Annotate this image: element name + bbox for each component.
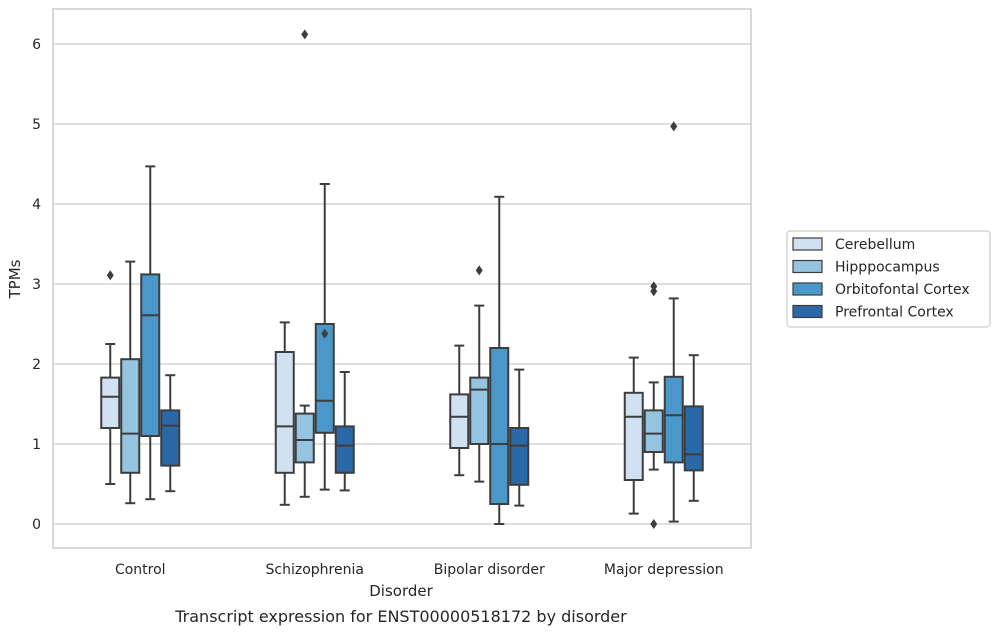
outlier-point [650, 519, 658, 529]
box-iqr [643, 409, 664, 453]
legend-label: Cerebellum [835, 237, 915, 253]
box-iqr [140, 273, 161, 437]
x-tick-labels: Control Schizophrenia Bipolar disorder Majo… [115, 562, 724, 578]
y-tick-label: 2 [32, 357, 41, 373]
plot-frame [52, 8, 752, 549]
box-2-1 [469, 265, 490, 483]
box-iqr [274, 351, 295, 474]
legend-swatch [792, 259, 823, 274]
box-iqr [489, 347, 510, 505]
box-0-0 [100, 270, 121, 485]
box-1-1 [294, 29, 315, 498]
x-axis-label: Disorder [369, 582, 433, 600]
y-axis-label: TPMs [6, 259, 24, 299]
box-1-0 [274, 321, 295, 506]
box-3-1 [643, 281, 664, 529]
legend-frame [786, 230, 991, 328]
y-tick-label: 6 [32, 37, 41, 53]
legend: Cerebellum Hipppocampus Orbitofontal Corte… [786, 230, 991, 328]
legend-label: Orbitofontal Cortex [835, 282, 970, 298]
outlier-point [321, 328, 329, 339]
chart-caption: Transcript expression for ENST0000051817… [174, 607, 627, 626]
x-tick-label: Bipolar disorder [434, 562, 545, 578]
box-1-2 [314, 183, 335, 491]
outlier-point [301, 29, 309, 40]
y-tick-label: 3 [32, 277, 41, 293]
box-3-3 [683, 354, 704, 502]
box-1-3 [334, 371, 355, 492]
outlier-point [106, 270, 114, 281]
legend-label: Hipppocampus [835, 260, 940, 276]
y-tick-label: 0 [32, 517, 41, 533]
legend-swatch [792, 237, 823, 251]
box-iqr [449, 393, 470, 449]
box-iqr [294, 412, 315, 464]
y-tick-label: 4 [32, 197, 41, 213]
outlier-point [475, 265, 483, 276]
x-tick-label: Schizophrenia [266, 562, 364, 578]
box-iqr [663, 375, 684, 464]
y-tick-label: 5 [32, 117, 41, 133]
box-iqr [469, 376, 490, 446]
outlier-point [650, 281, 658, 292]
box-iqr [160, 409, 181, 467]
box-iqr [314, 323, 335, 434]
x-tick-label: Major depression [604, 562, 724, 578]
y-tick-labels: 0 1 2 3 4 5 6 [32, 37, 41, 533]
box-iqr [509, 427, 530, 486]
box-iqr [683, 405, 704, 472]
outlier-point [670, 121, 678, 132]
box-iqr [120, 358, 141, 474]
legend-label: Prefrontal Cortex [835, 305, 954, 321]
box-2-0 [449, 344, 470, 477]
box-0-2 [140, 165, 161, 501]
x-tick-label: Control [115, 562, 166, 578]
box-0-1 [120, 260, 141, 505]
y-tick-label: 1 [32, 437, 41, 453]
box-layer [100, 29, 704, 529]
box-3-0 [623, 356, 644, 515]
box-2-2 [489, 195, 510, 525]
box-iqr [100, 376, 121, 430]
box-0-3 [160, 374, 181, 493]
legend-swatch [792, 282, 823, 296]
box-iqr [623, 391, 644, 481]
legend-swatch [792, 304, 823, 319]
box-3-2 [663, 121, 684, 523]
box-2-3 [509, 368, 530, 507]
box-iqr [334, 425, 355, 474]
